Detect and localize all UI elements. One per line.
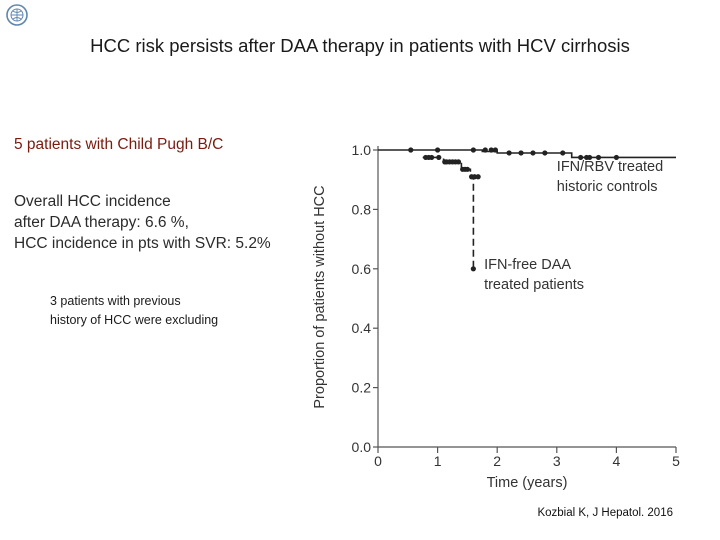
censor-point bbox=[542, 150, 548, 156]
censor-point bbox=[429, 154, 435, 161]
exclusion-line-2: history of HCC were excluding bbox=[50, 313, 219, 327]
censor-point bbox=[471, 174, 478, 180]
censor-point bbox=[586, 154, 593, 161]
censor-point bbox=[613, 154, 619, 161]
x-tick-label: 0 bbox=[374, 453, 382, 469]
series-label-1: treated patients bbox=[484, 277, 584, 293]
globe-emblem-icon bbox=[6, 4, 28, 26]
y-tick-label: 0.4 bbox=[352, 320, 372, 336]
x-tick-label: 1 bbox=[434, 453, 442, 469]
series-label-0: historic controls bbox=[557, 179, 658, 195]
incidence-text: Overall HCC incidence after DAA therapy:… bbox=[14, 191, 271, 254]
x-axis-label: Time (years) bbox=[487, 475, 568, 491]
incidence-line-2: after DAA therapy: 6.6 %, bbox=[14, 214, 189, 231]
y-axis-label: Proportion of patients without HCC bbox=[312, 185, 328, 408]
censor-point bbox=[492, 147, 499, 153]
censor-point bbox=[436, 154, 442, 161]
y-tick-label: 0.6 bbox=[352, 261, 372, 277]
series-label-0: IFN/RBV treated bbox=[557, 159, 663, 175]
censor-point bbox=[518, 150, 524, 156]
censor-point bbox=[595, 154, 602, 161]
series-line-0 bbox=[378, 149, 676, 159]
y-tick-label: 1.0 bbox=[352, 142, 372, 158]
x-tick-label: 5 bbox=[672, 453, 680, 469]
kaplan-meier-chart: Proportion of patients without HCC Time … bbox=[312, 142, 680, 491]
x-tick-label: 4 bbox=[613, 453, 621, 469]
y-tick-label: 0.8 bbox=[352, 201, 372, 217]
child-pugh-note: 5 patients with Child Pugh B/C bbox=[14, 136, 224, 153]
censor-point bbox=[506, 150, 512, 156]
censor-point bbox=[530, 150, 536, 156]
x-tick-label: 2 bbox=[493, 453, 501, 469]
censor-point bbox=[470, 266, 476, 272]
censor-point bbox=[464, 166, 470, 172]
exclusion-line-1: 3 patients with previous bbox=[50, 294, 181, 308]
incidence-line-3: HCC incidence in pts with SVR: 5.2% bbox=[14, 235, 271, 252]
citation: Kozbial K, J Hepatol. 2016 bbox=[537, 507, 673, 519]
censor-point bbox=[470, 147, 476, 153]
censor-point bbox=[475, 174, 481, 180]
censor-point bbox=[435, 147, 441, 153]
y-tick-label: 0.2 bbox=[352, 380, 372, 396]
x-tick-label: 3 bbox=[553, 453, 561, 469]
censor-point bbox=[578, 154, 584, 161]
series-line-1 bbox=[422, 156, 475, 269]
censor-point bbox=[408, 147, 414, 153]
censor-point bbox=[560, 150, 566, 156]
exclusion-note: 3 patients with previous history of HCC … bbox=[50, 292, 218, 330]
incidence-line-1: Overall HCC incidence bbox=[14, 193, 171, 210]
censor-point bbox=[455, 159, 462, 165]
series-label-1: IFN-free DAA bbox=[484, 257, 571, 273]
censor-point bbox=[488, 147, 494, 153]
censor-point bbox=[482, 147, 488, 153]
slide-title: HCC risk persists after DAA therapy in p… bbox=[90, 35, 630, 56]
y-tick-label: 0.0 bbox=[352, 439, 372, 455]
